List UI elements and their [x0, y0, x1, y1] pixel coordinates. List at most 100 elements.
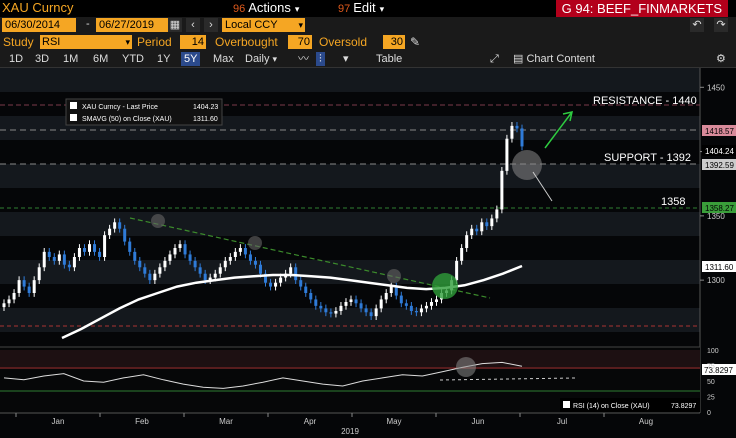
candle-body: [470, 228, 474, 236]
range-5y[interactable]: 5Y: [181, 52, 201, 66]
candle-body: [143, 267, 147, 274]
study-label: Study: [3, 35, 34, 49]
x-tick-label: Jan: [52, 417, 65, 426]
candle-body: [228, 257, 232, 261]
range-3d[interactable]: 3D: [35, 53, 50, 65]
period-label: Period: [137, 35, 172, 49]
price-tag-1358: 1358.27: [705, 204, 734, 213]
candle-body: [429, 302, 433, 306]
candle-body: [394, 286, 398, 296]
candle-body: [17, 280, 21, 293]
touch-circles: [151, 150, 542, 299]
overbought-field[interactable]: 70: [288, 35, 312, 49]
table-button[interactable]: Table: [376, 53, 403, 65]
rsi-tag: 73.8297: [704, 366, 733, 375]
pencil-icon[interactable]: ✎: [410, 35, 421, 49]
actions-menu[interactable]: 96 Actions ▾: [233, 0, 299, 15]
chevron-down-icon: ▾: [272, 54, 277, 64]
candle-body: [389, 286, 393, 293]
study-select[interactable]: RSI ▾: [40, 35, 132, 49]
overbought-label: Overbought: [215, 35, 278, 49]
redo-icon[interactable]: ↷: [714, 18, 728, 32]
candle-body: [258, 264, 262, 274]
candle-body: [384, 293, 388, 300]
candle-body: [133, 251, 137, 261]
candle-body: [218, 267, 222, 274]
candle-body: [198, 267, 202, 274]
range-1y[interactable]: 1Y: [157, 53, 171, 65]
candle-body: [27, 286, 31, 293]
candle-body: [93, 244, 97, 252]
range-1d[interactable]: 1D: [9, 53, 24, 65]
chart-content-button[interactable]: ▤ Chart Content: [513, 52, 595, 66]
security-title[interactable]: XAU Curncy: [2, 0, 74, 15]
expand-icon[interactable]: ⤢: [490, 53, 499, 65]
touch-circle: [387, 269, 401, 283]
actions-menu-number: 96: [233, 3, 246, 15]
candle-body: [213, 273, 217, 278]
candle-body: [510, 125, 514, 139]
legend-sma-label: SMAVG (50) on Close (XAU): [82, 116, 172, 123]
rsi-touch-circle: [456, 357, 476, 377]
end-date-field[interactable]: 06/27/2019: [96, 18, 170, 32]
study-value: RSI: [42, 36, 61, 48]
edit-menu-number: 97: [338, 3, 351, 15]
undo-icon[interactable]: ↶: [690, 18, 704, 32]
x-axis-year: 2019: [341, 427, 359, 436]
candle-body: [414, 311, 418, 313]
candle-body: [108, 228, 112, 236]
up-arrowhead: [562, 111, 573, 122]
support-label: SUPPORT - 1392: [604, 152, 691, 164]
frequency-select[interactable]: Daily ▾: [245, 52, 277, 66]
oversold-field[interactable]: 30: [383, 35, 405, 49]
legend-box: XAU Curncy - Last Price 1404.23 SMAVG (5…: [65, 98, 223, 126]
rsi-tick-label: 75: [707, 364, 715, 371]
down-arrow: [532, 171, 553, 202]
period-field[interactable]: 14: [180, 35, 206, 49]
candle-body: [294, 267, 298, 281]
candle-body: [409, 305, 413, 311]
line-chart-icon[interactable]: 〰: [298, 53, 309, 65]
x-axis: Jan Feb Mar Apr May Jun Jul Aug 2019: [0, 412, 700, 436]
candle-body: [289, 267, 293, 274]
candle-body: [399, 295, 403, 304]
settings-gear-icon[interactable]: ⚙: [716, 53, 726, 65]
candle-body: [274, 282, 278, 287]
candle-body: [374, 308, 378, 317]
range-6m[interactable]: 6M: [93, 53, 109, 65]
candle-body: [329, 312, 333, 314]
candle-body: [248, 254, 252, 261]
candle-body: [87, 244, 91, 252]
edit-menu[interactable]: 97 Edit ▾: [338, 0, 384, 15]
price-chart[interactable]: 1300135014001450 RESISTANCE - 1440 SUPPO…: [0, 68, 736, 438]
candle-body: [168, 254, 172, 261]
currency-select[interactable]: Local CCY ▾: [222, 18, 305, 32]
chart-type-icon[interactable]: ▾: [343, 53, 349, 65]
price-tags: 1418.57 1404.24 1392.59 1358.27 1311.60: [702, 125, 736, 272]
candle-body: [62, 254, 66, 265]
legend-price-label: XAU Curncy - Last Price: [82, 104, 158, 111]
candle-body: [47, 251, 51, 257]
candle-body: [37, 267, 41, 281]
candle-body: [369, 312, 373, 317]
candle-body: [339, 305, 343, 311]
calendar-icon[interactable]: ▦: [168, 18, 182, 32]
candle-body: [465, 235, 469, 248]
candle-body: [304, 286, 308, 293]
oversold-label: Oversold: [319, 35, 368, 49]
candle-chart-icon[interactable]: ⫶: [316, 52, 325, 66]
next-arrow-icon[interactable]: ›: [204, 18, 218, 32]
candle-body: [113, 222, 117, 229]
candle-body: [183, 244, 187, 255]
rsi-trend-line: [439, 377, 576, 381]
candle-body: [480, 222, 484, 232]
range-ytd[interactable]: YTD: [122, 53, 144, 65]
start-date-field[interactable]: 06/30/2014: [2, 18, 76, 32]
candle-body: [324, 308, 328, 313]
touch-circle: [151, 214, 165, 228]
candle-body: [67, 264, 71, 268]
up-arrow: [544, 111, 573, 149]
range-1m[interactable]: 1M: [63, 53, 79, 65]
range-max[interactable]: Max: [213, 53, 234, 65]
prev-arrow-icon[interactable]: ‹: [186, 18, 200, 32]
